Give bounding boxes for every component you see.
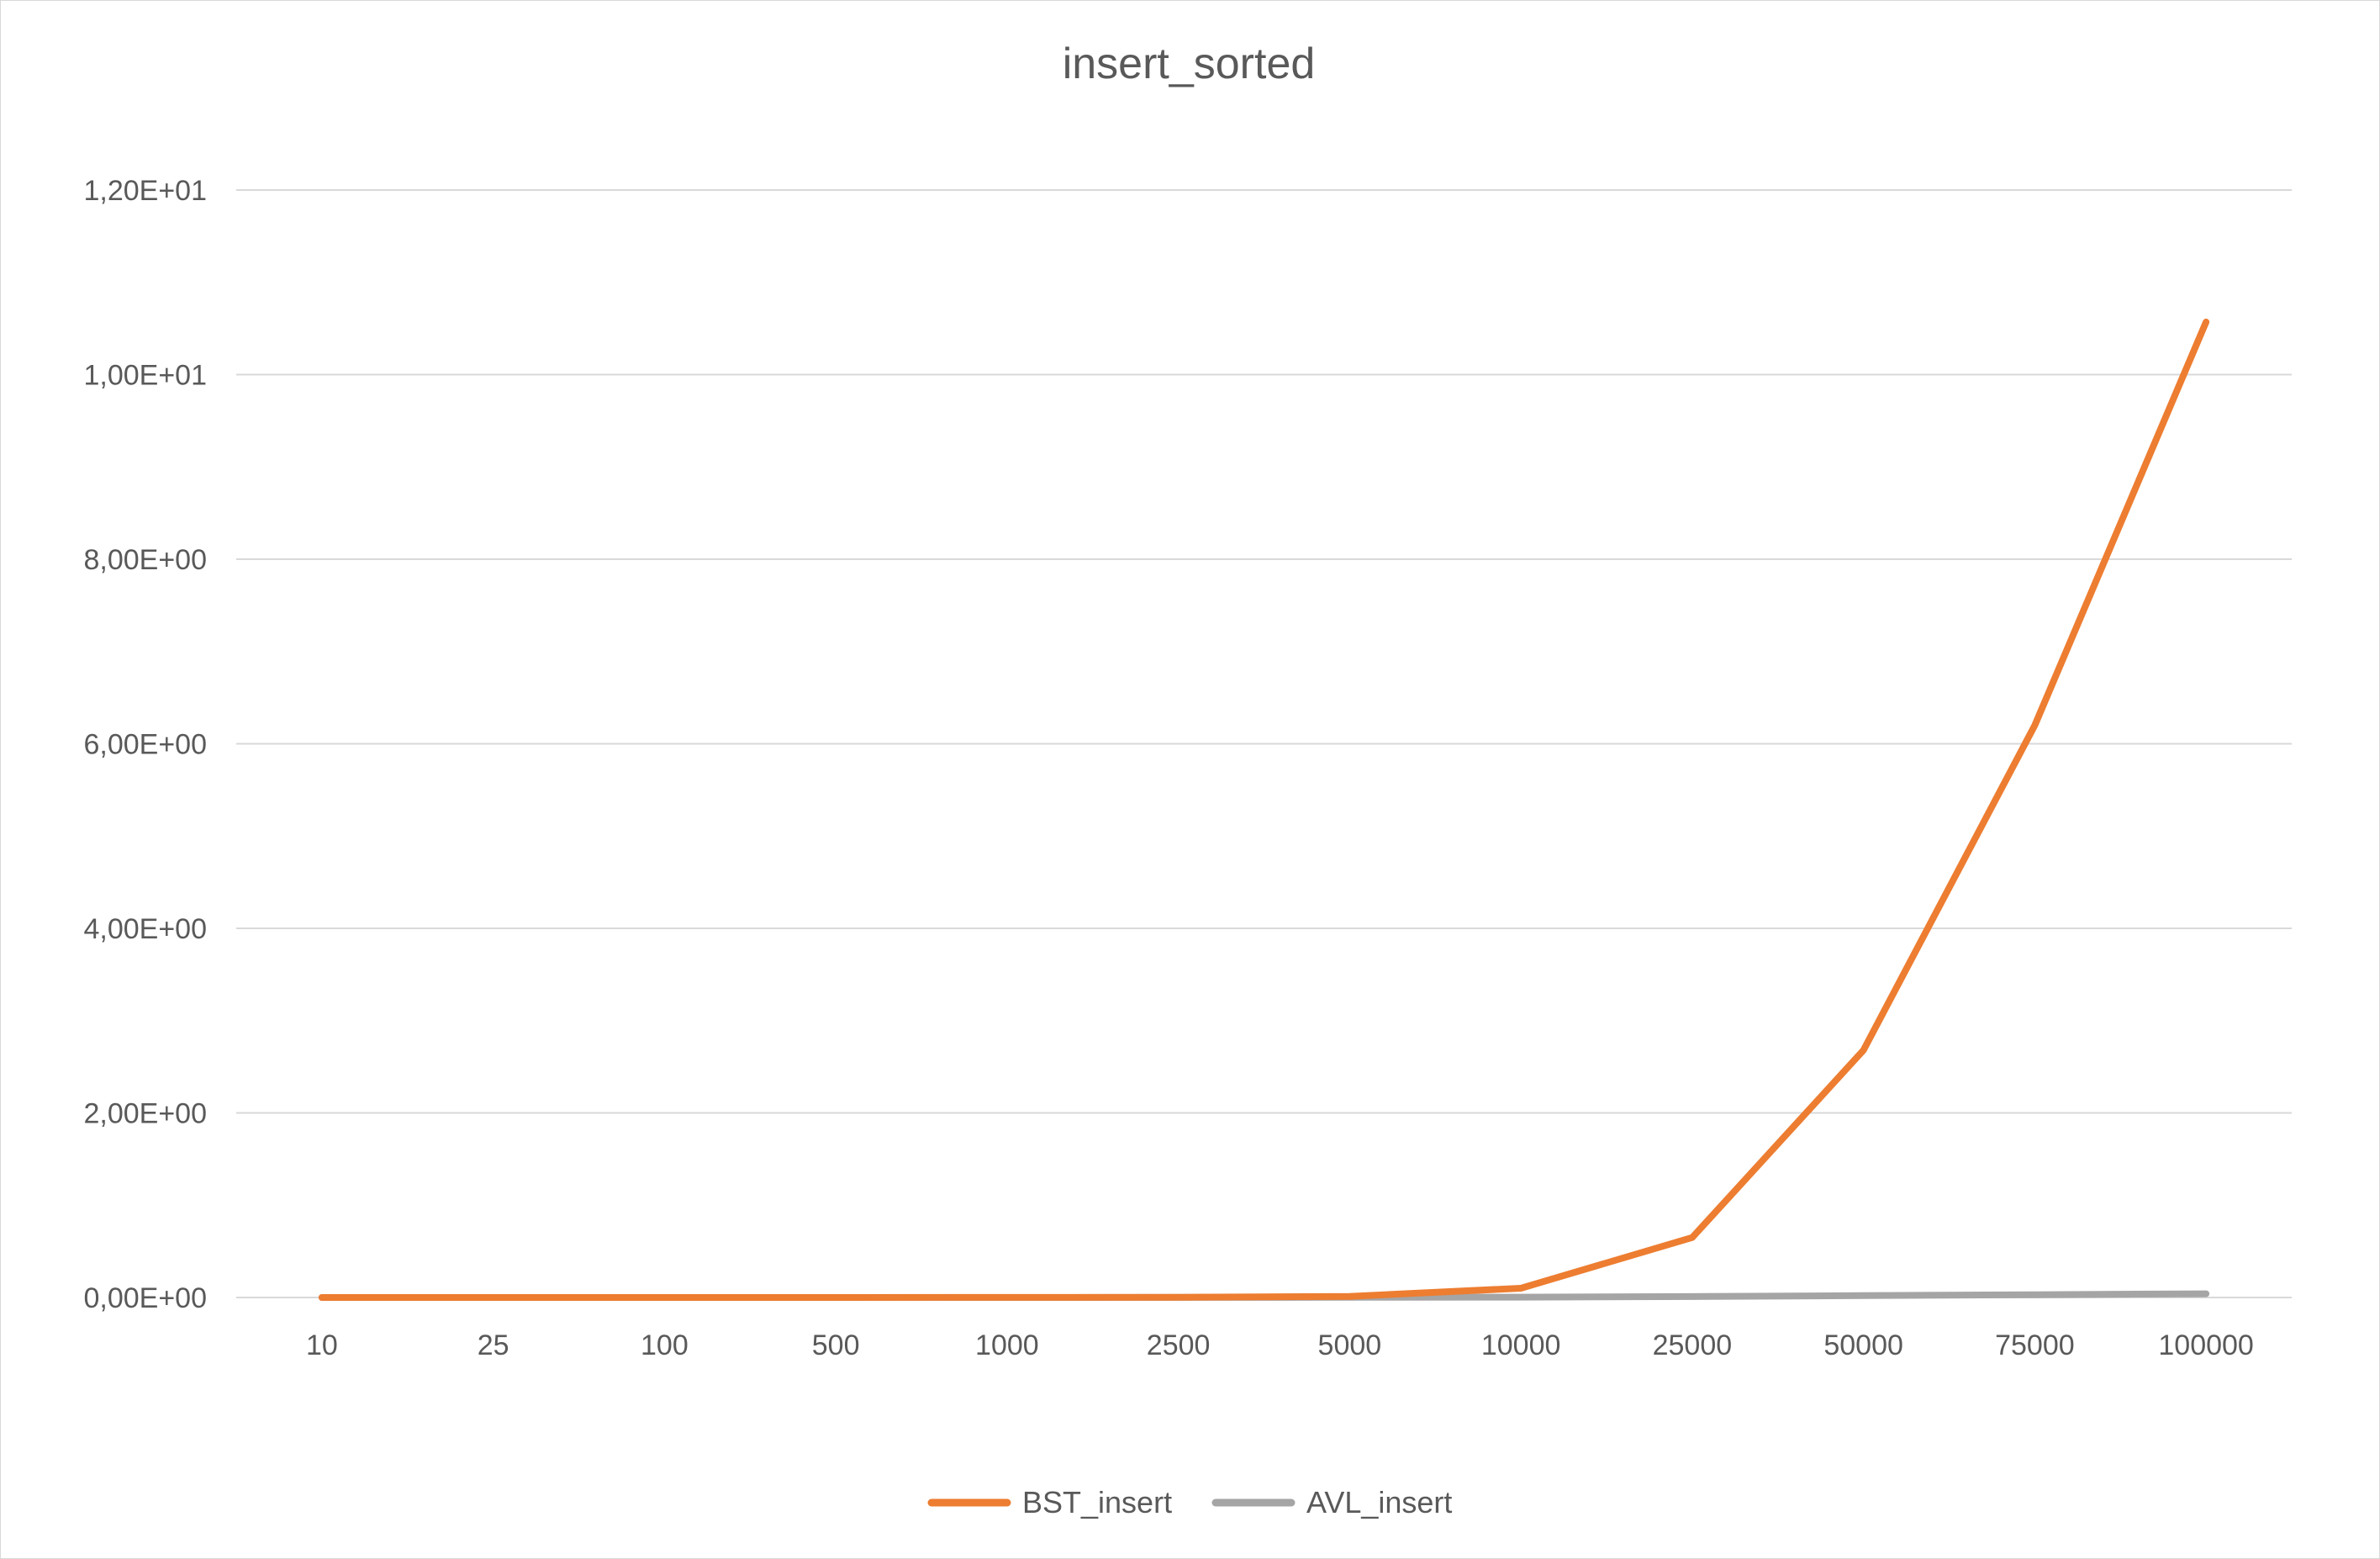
x-tick-label: 100: [641, 1329, 689, 1361]
chart-title: insert_sorted: [1063, 40, 1316, 88]
x-tick-label: 10000: [1481, 1329, 1561, 1361]
x-tick-label: 2500: [1147, 1329, 1211, 1361]
x-tick-label: 5000: [1318, 1329, 1382, 1361]
x-axis-ticks: 10 25 100 500 1000 2500 5000 10000 25000 50000 750…: [306, 1329, 2254, 1361]
y-axis-ticks: 0,00E+00 2,00E+00 4,00E+00 6,00E+00 8,00E+00…: [83, 175, 207, 1314]
legend-label: BST_insert: [1022, 1485, 1172, 1519]
x-tick-label: 100000: [2158, 1329, 2253, 1361]
y-tick-label: 2,00E+00: [83, 1098, 207, 1130]
series-line-BST_insert: [318, 318, 2210, 1301]
y-tick-label: 6,00E+00: [83, 729, 207, 761]
y-tick-label: 0,00E+00: [83, 1282, 207, 1314]
y-tick-label: 8,00E+00: [83, 544, 207, 576]
y-tick-label: 1,20E+01: [83, 175, 207, 207]
x-tick-label: 25: [478, 1329, 509, 1361]
x-tick-label: 75000: [1995, 1329, 2075, 1361]
x-tick-label: 10: [306, 1329, 338, 1361]
legend-label: AVL_insert: [1306, 1485, 1452, 1519]
y-tick-label: 4,00E+00: [83, 913, 207, 945]
gridlines: [236, 189, 2292, 1298]
legend: BST_insert AVL_insert: [927, 1485, 1452, 1519]
series-lines: [318, 318, 2210, 1301]
y-tick-label: 1,00E+01: [83, 360, 207, 392]
x-tick-label: 50000: [1823, 1329, 1903, 1361]
x-tick-label: 25000: [1653, 1329, 1733, 1361]
x-tick-label: 500: [812, 1329, 860, 1361]
x-tick-label: 1000: [975, 1329, 1039, 1361]
